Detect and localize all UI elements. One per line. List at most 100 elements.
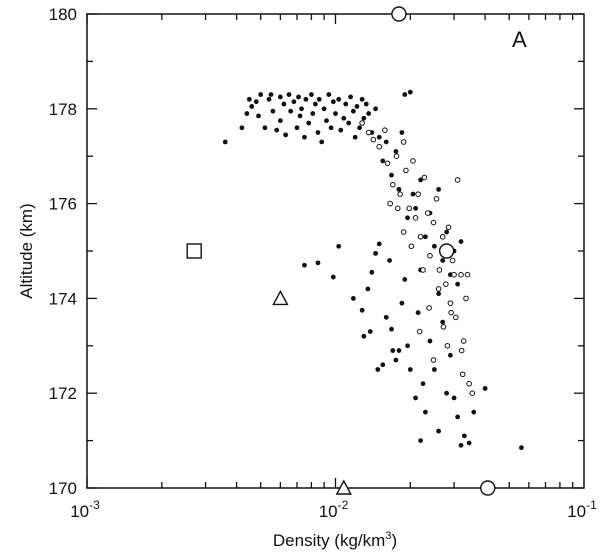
filled-data-point — [299, 106, 304, 112]
filled-data-point — [413, 395, 418, 401]
y-tick-labels: 170 172 174 176 178 180 — [49, 5, 77, 498]
filled-data-point — [436, 428, 442, 434]
filled-data-point — [266, 96, 272, 102]
filled-data-point — [455, 414, 461, 420]
filled-data-point — [399, 130, 405, 135]
filled-data-point — [410, 191, 416, 197]
filled-data-point — [373, 106, 378, 112]
filled-data-point — [346, 120, 352, 126]
filled-data-point — [286, 92, 292, 97]
filled-data-point — [461, 433, 467, 439]
x-axis-title-sup: 3 — [385, 530, 391, 542]
y-tick-label: 172 — [49, 384, 77, 403]
open-data-point — [376, 143, 383, 150]
y-tick-label: 180 — [49, 5, 77, 24]
filled-data-point — [393, 357, 399, 363]
open-data-point — [387, 200, 393, 207]
open-data-point — [447, 300, 454, 306]
filled-data-point — [291, 99, 297, 105]
filled-data-point — [383, 314, 389, 320]
x-axis-title-main: Density (kg/km — [273, 531, 385, 550]
y-tick-label: 174 — [49, 289, 77, 308]
filled-data-point — [444, 229, 450, 235]
filled-data-point — [458, 239, 464, 244]
filled-data-point — [431, 367, 437, 372]
open-data-point — [406, 205, 413, 212]
panel-label: A — [512, 27, 527, 52]
filled-data-point — [357, 125, 362, 131]
filled-data-point — [244, 111, 250, 116]
filled-data-point — [348, 94, 353, 100]
filled-data-point — [405, 343, 410, 349]
open-data-point — [420, 267, 426, 273]
open-data-point — [469, 390, 476, 397]
filled-data-point — [330, 99, 336, 105]
filled-data-point — [336, 96, 342, 102]
filled-data-point — [402, 277, 408, 282]
open-data-point — [439, 233, 446, 240]
filled-data-point — [427, 338, 433, 344]
open-data-point — [435, 286, 442, 292]
open-data-point — [400, 139, 407, 145]
filled-data-point — [376, 241, 382, 247]
filled-data-point — [407, 89, 413, 95]
filled-data-point — [422, 409, 428, 415]
filled-data-point — [367, 329, 373, 334]
filled-data-point — [451, 395, 457, 401]
plot-frame — [86, 13, 585, 489]
filled-data-point — [350, 296, 356, 301]
filled-data-point — [338, 127, 344, 133]
filled-data-point — [343, 101, 349, 107]
filled-data-point — [239, 125, 245, 131]
filled-data-point — [405, 215, 410, 221]
filled-data-point — [256, 113, 261, 119]
filled-data-point — [350, 108, 356, 114]
filled-data-point — [222, 139, 228, 145]
filled-data-point — [277, 118, 283, 124]
filled-data-point — [415, 310, 421, 316]
filled-data-point — [482, 386, 488, 391]
filled-data-point — [399, 300, 405, 306]
open-data-point — [464, 271, 471, 278]
open-data-point — [458, 347, 465, 354]
filled-data-point — [466, 440, 472, 446]
filled-data-point — [420, 381, 426, 387]
filled-data-point — [436, 291, 442, 297]
filled-data-point — [333, 111, 338, 116]
special-markers — [186, 6, 496, 496]
filled-data-point — [396, 348, 402, 353]
filled-data-point — [310, 111, 316, 116]
open-data-point — [458, 271, 464, 278]
filled-data-point — [418, 177, 423, 183]
data-points — [222, 89, 524, 451]
x-tick-label: 10-2 — [319, 498, 349, 521]
open-data-point — [416, 328, 423, 335]
filled-data-point — [418, 438, 423, 443]
filled-data-point — [270, 108, 276, 114]
filled-data-point — [352, 134, 358, 140]
open-data-point — [449, 257, 456, 264]
filled-data-point — [258, 92, 264, 97]
open-data-point — [430, 219, 437, 226]
filled-data-point — [413, 205, 418, 211]
filled-data-point — [402, 92, 408, 97]
open-data-point — [389, 181, 396, 188]
filled-data-point — [458, 442, 464, 448]
open-data-point — [394, 205, 401, 212]
filled-data-point — [389, 326, 394, 332]
filled-data-point — [288, 108, 294, 114]
filled-data-point — [380, 362, 386, 368]
filled-data-point — [366, 111, 372, 116]
filled-data-point — [448, 352, 453, 358]
filled-data-point — [312, 101, 318, 107]
open-data-point — [415, 191, 421, 197]
filled-data-point — [315, 260, 321, 266]
y-tick-label: 176 — [49, 195, 77, 214]
filled-data-point — [330, 274, 336, 280]
filled-data-point — [315, 130, 321, 135]
open-data-point — [408, 243, 415, 250]
open-data-point — [365, 129, 372, 136]
filled-data-point — [396, 186, 402, 192]
filled-data-point — [390, 348, 396, 353]
open-data-point — [440, 324, 447, 330]
